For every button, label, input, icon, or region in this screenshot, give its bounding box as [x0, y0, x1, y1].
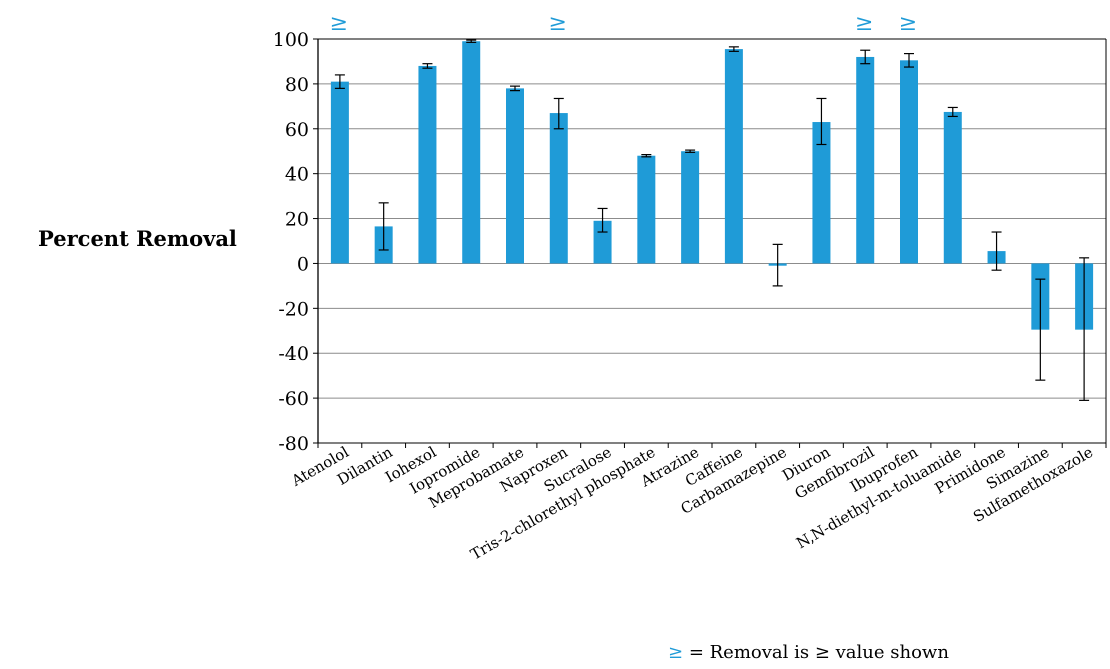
bar-Iohexol — [418, 65, 437, 264]
y-tick-label: -20 — [278, 298, 309, 320]
bar-Atrazine — [681, 151, 700, 264]
y-tick-labels: 100 80 60 40 20 0 -20 -40 -60 -80 — [273, 29, 309, 455]
bar-Gemfibrozil — [856, 56, 875, 264]
axes — [313, 38, 1107, 448]
y-tick-label: 40 — [285, 164, 309, 186]
footnote-symbol: ≥ — [668, 642, 684, 663]
y-tick-label: 100 — [273, 29, 309, 51]
y-axis-label: Percent Removal — [38, 226, 237, 251]
bar-Diuron — [812, 122, 831, 264]
error-bars — [334, 39, 1090, 401]
y-tick-label: -60 — [278, 388, 309, 410]
geq-marker: ≥ — [549, 11, 567, 36]
bar-Tris-2-chlorethyl phosphate — [637, 155, 656, 264]
footnote-text: = Removal is ≥ value shown — [683, 642, 949, 663]
geq-marker: ≥ — [855, 11, 873, 36]
bar-N,N-diethyl-m-toluamide — [943, 111, 962, 264]
bar-Caffeine — [724, 49, 743, 264]
bar-Meprobamate — [506, 88, 524, 264]
geq-marker: ≥ — [330, 11, 348, 36]
y-tick-label: -40 — [278, 343, 309, 365]
y-tick-label: 80 — [285, 74, 309, 96]
footnote: ≥ = Removal is ≥ value shown — [668, 642, 949, 663]
x-tick-labels: AtenololDilantinIohexolIopromideMeprobam… — [288, 443, 1097, 564]
y-tick-label: 0 — [297, 253, 309, 275]
y-tick-label: 20 — [285, 209, 309, 231]
bars — [330, 41, 1094, 330]
y-tick-label: 60 — [285, 119, 309, 141]
geq-markers: ≥ ≥ ≥ ≥ — [330, 11, 918, 36]
y-tick-label: -80 — [278, 433, 309, 455]
bar-Atenolol — [330, 81, 349, 264]
geq-marker: ≥ — [899, 11, 917, 36]
bar-Ibuprofen — [900, 60, 918, 264]
bar-Naproxen — [549, 113, 568, 264]
bar-Iopromide — [462, 41, 481, 264]
